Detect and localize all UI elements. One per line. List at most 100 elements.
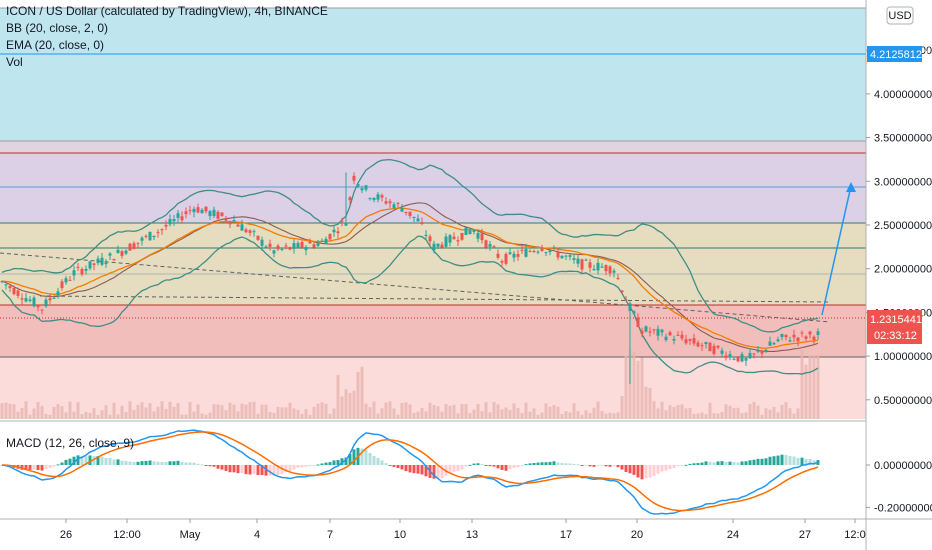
volume-bar <box>148 403 152 419</box>
projection-arrow-head <box>846 182 856 192</box>
price-tick-label: 3.00000000 <box>874 176 932 188</box>
time-tick-label: May <box>180 529 201 541</box>
volume-bar <box>200 413 204 419</box>
macd-hist-bar <box>756 458 760 465</box>
macd-hist-bar <box>688 463 692 465</box>
volume-bar <box>420 407 424 419</box>
candle-body <box>76 266 80 268</box>
candle-body <box>724 355 728 358</box>
macd-hist-bar <box>328 462 332 465</box>
volume-bar <box>584 410 588 419</box>
legend-bb[interactable]: BB (20, close, 2, 0) <box>6 21 109 35</box>
volume-bar <box>516 407 520 419</box>
candle-body <box>760 350 764 354</box>
candle-body <box>272 250 276 254</box>
candle-body <box>700 345 704 347</box>
macd-hist-bar <box>88 455 92 465</box>
volume-bar <box>256 413 260 419</box>
macd-hist-bar <box>776 455 780 465</box>
volume-bar <box>188 401 192 419</box>
volume-bar <box>116 414 120 419</box>
legend-macd[interactable]: MACD (12, 26, close, 9) <box>6 436 135 450</box>
volume-bar <box>288 402 292 419</box>
candle-body <box>544 252 548 254</box>
macd-hist-bar <box>716 461 720 465</box>
volume-bar <box>44 413 48 419</box>
candle-body <box>572 258 576 261</box>
volume-bar <box>72 411 76 419</box>
macd-hist-bar <box>676 465 680 467</box>
macd-hist-bar <box>436 465 440 479</box>
macd-hist-bar <box>104 458 108 465</box>
volume-bar <box>620 395 624 419</box>
volume-bar <box>612 413 616 419</box>
macd-hist-bar <box>656 465 660 474</box>
candle-body <box>668 332 672 336</box>
candle-body <box>188 210 192 212</box>
candle-body <box>428 236 432 242</box>
candle-body <box>500 261 504 263</box>
candle-body <box>692 338 696 344</box>
candle-body <box>464 227 468 235</box>
candle-body <box>36 304 40 308</box>
volume-bar <box>348 392 352 419</box>
volume-bar <box>292 408 296 419</box>
candle-body <box>476 233 480 239</box>
macd-hist-bar <box>152 461 156 465</box>
macd-hist-bar <box>728 461 732 465</box>
volume-bar <box>436 406 440 419</box>
candle-body <box>200 209 204 214</box>
macd-hist-bar <box>112 459 116 465</box>
macd-hist-bar <box>448 465 452 474</box>
candle-body <box>152 235 156 238</box>
volume-bar <box>660 401 664 419</box>
macd-hist-bar <box>736 462 740 465</box>
candle-body <box>520 249 524 251</box>
legend-ema[interactable]: EMA (20, close, 0) <box>6 38 105 52</box>
macd-hist-bar <box>472 463 476 465</box>
macd-hist-bar <box>480 464 484 466</box>
usd-badge[interactable]: USD <box>886 6 914 25</box>
volume-bar <box>20 407 24 419</box>
volume-bar <box>432 405 436 419</box>
macd-hist-bar <box>296 465 300 468</box>
volume-bar <box>496 404 500 419</box>
candle-body <box>552 247 556 249</box>
macd-hist-bar <box>708 461 712 465</box>
macd-hist-bar <box>388 465 392 466</box>
time-tick-label: 7 <box>327 529 333 541</box>
macd-hist-bar <box>804 458 808 465</box>
volume-bar <box>388 401 392 419</box>
time-axis-ticks: 26 12:00 May 4 7 10 13 17 20 24 27 12:0 <box>60 519 866 541</box>
volume-bar <box>92 407 96 419</box>
macd-hist-bar <box>700 462 704 465</box>
volume-bar <box>508 409 512 419</box>
volume-bar <box>696 413 700 419</box>
candle-body <box>780 333 784 338</box>
candle-body <box>328 233 332 240</box>
volume-bar <box>484 402 488 419</box>
candle-body <box>60 281 64 288</box>
volume-bar <box>676 405 680 419</box>
candle-body <box>344 222 348 226</box>
candle-body <box>20 298 24 300</box>
volume-bar <box>564 411 568 419</box>
currency-label: USD <box>888 10 911 22</box>
candle-body <box>232 220 236 222</box>
legend-vol[interactable]: Vol <box>6 55 23 69</box>
volume-bar <box>684 408 688 419</box>
macd-hist-bar <box>508 465 512 469</box>
candle-body <box>736 356 740 362</box>
volume-bar <box>808 355 812 419</box>
candle-body <box>468 230 472 234</box>
macd-hist-bar <box>392 465 396 467</box>
macd-hist-bar <box>612 465 616 467</box>
macd-hist-bar <box>532 463 536 465</box>
candle-body <box>788 340 792 342</box>
volume-bar <box>500 409 504 419</box>
macd-hist-bar <box>488 465 492 467</box>
price-label-last: 1.23154411 02:33:12 <box>867 310 927 344</box>
macd-hist-bar <box>620 465 624 470</box>
volume-bar <box>268 411 272 419</box>
